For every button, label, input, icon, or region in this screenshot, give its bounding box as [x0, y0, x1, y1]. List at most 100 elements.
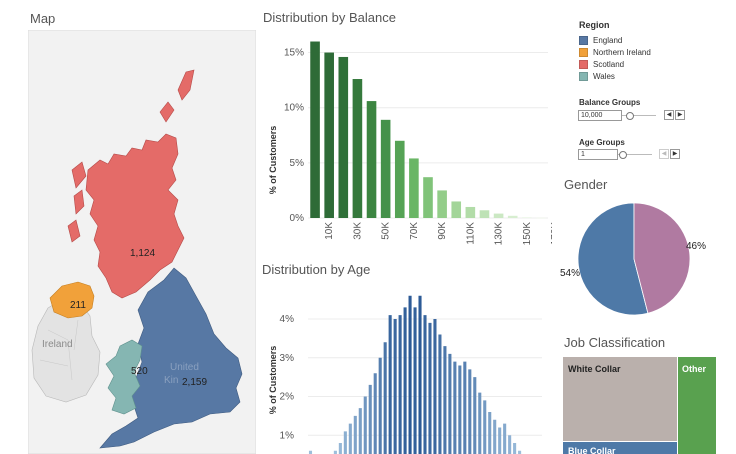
age-bar[interactable] — [438, 334, 442, 454]
age-bar[interactable] — [403, 307, 407, 454]
legend-item-scotland[interactable]: Scotland — [579, 58, 651, 70]
age-next-button[interactable]: ▶ — [670, 149, 680, 159]
balance-bar[interactable] — [324, 52, 334, 218]
legend-item-wales[interactable]: Wales — [579, 70, 651, 82]
legend-swatch-wales — [579, 71, 588, 81]
balance-bar[interactable] — [352, 79, 363, 218]
legend-item-northern-ireland[interactable]: Northern Ireland — [579, 46, 651, 58]
balance-x-tick-label: 170K — [550, 222, 552, 246]
age-bar[interactable] — [498, 427, 502, 454]
balance-prev-button[interactable]: ◀ — [664, 110, 674, 120]
balance-x-tick-label: 110K — [465, 222, 476, 245]
age-bar[interactable] — [503, 423, 507, 454]
age-bar[interactable] — [513, 443, 517, 454]
age-bar[interactable] — [448, 353, 452, 454]
age-bar[interactable] — [373, 373, 377, 454]
age-bar[interactable] — [443, 346, 447, 454]
age-bar[interactable] — [363, 396, 367, 454]
age-bar[interactable] — [338, 443, 342, 454]
balance-groups-slider[interactable] — [622, 110, 656, 121]
northern-ireland-value-label: 211 — [70, 300, 86, 311]
balance-bar[interactable] — [437, 190, 447, 218]
age-bar[interactable] — [378, 357, 382, 454]
balance-bar[interactable] — [507, 215, 518, 218]
balance-groups-input[interactable]: 10,000 — [578, 110, 622, 121]
balance-bar[interactable] — [465, 206, 476, 218]
balance-bar[interactable] — [366, 101, 377, 218]
age-bar[interactable] — [383, 342, 387, 454]
age-bar[interactable] — [418, 295, 422, 454]
age-bar[interactable] — [423, 315, 427, 454]
balance-x-tick-label: 90K — [437, 222, 448, 240]
gender-title: Gender — [564, 177, 608, 192]
age-bar[interactable] — [368, 384, 372, 454]
balance-bar[interactable] — [536, 217, 546, 219]
age-groups-input[interactable]: 1 — [578, 149, 618, 160]
age-bar[interactable] — [473, 377, 477, 454]
age-bar[interactable] — [478, 392, 482, 454]
age-groups-slider[interactable] — [618, 149, 652, 160]
balance-slider-thumb[interactable] — [626, 112, 635, 120]
legend-label-wales: Wales — [593, 71, 615, 81]
age-bar[interactable] — [493, 419, 497, 454]
age-bar[interactable] — [353, 415, 357, 454]
region-legend: England Northern Ireland Scotland Wales — [579, 34, 651, 82]
age-bar[interactable] — [508, 435, 512, 454]
gender-slice-label-1: 54% — [560, 268, 580, 279]
treemap-label-blue-collar: Blue Collar — [568, 446, 616, 454]
gender-slice-1[interactable] — [577, 202, 649, 316]
age-slider-thumb[interactable] — [619, 151, 628, 159]
age-bar[interactable] — [348, 423, 352, 454]
balance-bar[interactable] — [451, 201, 462, 218]
balance-bar[interactable] — [380, 119, 391, 218]
scotland-shape[interactable] — [85, 133, 185, 299]
age-bar[interactable] — [343, 431, 347, 454]
age-bar[interactable] — [398, 315, 402, 454]
age-y-tick-label: 2% — [280, 392, 295, 403]
legend-swatch-england — [579, 35, 588, 45]
age-bar[interactable] — [388, 315, 392, 454]
gender-pie-chart: 46% 54% — [560, 202, 706, 316]
wales-shape[interactable] — [105, 339, 143, 415]
balance-bar[interactable] — [522, 217, 532, 218]
age-bar[interactable] — [428, 322, 432, 454]
balance-y-tick-label: 15% — [284, 48, 304, 59]
age-prev-button[interactable]: ◀ — [659, 149, 669, 159]
balance-next-button[interactable]: ▶ — [675, 110, 685, 120]
legend-item-england[interactable]: England — [579, 34, 651, 46]
age-bar[interactable] — [358, 408, 362, 454]
age-bar[interactable] — [333, 450, 337, 454]
scotland-value-label: 1,124 — [130, 248, 155, 259]
age-bar[interactable] — [518, 450, 522, 454]
region-legend-title: Region — [579, 20, 610, 30]
gender-slice-label-2: 46% — [686, 241, 706, 252]
northern-ireland-shape[interactable] — [49, 281, 95, 319]
balance-bar[interactable] — [394, 140, 405, 218]
age-bar[interactable] — [308, 450, 313, 454]
age-bar[interactable] — [488, 412, 492, 454]
age-bar[interactable] — [408, 295, 412, 454]
job-treemap: White Collar Other Blue Collar — [563, 357, 716, 454]
treemap-label-white-collar: White Collar — [568, 364, 621, 374]
treemap-cell-blue-collar[interactable]: Blue Collar — [563, 442, 677, 454]
age-bar[interactable] — [483, 400, 487, 454]
balance-groups-title: Balance Groups — [579, 98, 641, 107]
age-bar[interactable] — [468, 369, 472, 454]
age-bar[interactable] — [413, 307, 417, 454]
treemap-cell-white-collar[interactable]: White Collar — [563, 357, 677, 441]
balance-bar[interactable] — [338, 56, 349, 218]
age-bar[interactable] — [453, 361, 457, 454]
balance-bar[interactable] — [423, 177, 433, 218]
treemap-cell-other[interactable]: Other — [678, 357, 716, 454]
balance-bar[interactable] — [310, 41, 320, 218]
age-bar[interactable] — [458, 365, 462, 454]
balance-bar[interactable] — [493, 213, 504, 218]
gender-slice-2[interactable] — [633, 202, 691, 314]
map-view[interactable]: 1,124 211 Ireland 520 United Kin 2,159 — [28, 30, 256, 454]
age-slider-track — [618, 154, 652, 155]
balance-bar[interactable] — [409, 158, 419, 218]
age-bar[interactable] — [393, 319, 397, 454]
age-bar[interactable] — [433, 319, 437, 454]
balance-bar[interactable] — [479, 210, 490, 218]
age-bar[interactable] — [463, 361, 467, 454]
